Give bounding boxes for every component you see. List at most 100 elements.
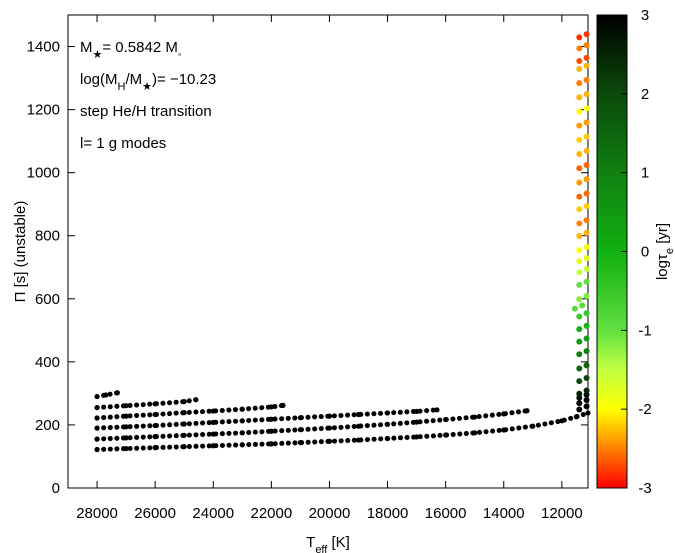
track-point	[181, 444, 187, 450]
mode-point	[576, 351, 583, 358]
annotation-part: step He/H transition	[80, 103, 212, 120]
annotation-part: = 0.5842 M	[102, 39, 177, 56]
x-tick-label: 16000	[425, 505, 467, 522]
annotation-part: )= −10.23	[152, 71, 216, 88]
mode-point	[576, 108, 583, 115]
mode-point	[583, 278, 590, 285]
y-axis-label-part: Π [s] (unstable)	[12, 201, 29, 303]
mode-point	[583, 255, 590, 262]
track-point	[239, 430, 245, 436]
mode-point	[576, 34, 583, 41]
mode-point	[583, 335, 590, 342]
track-point	[123, 435, 129, 441]
track-point	[355, 423, 362, 429]
track-point	[239, 406, 245, 412]
mode-point	[576, 151, 583, 158]
annotation-part: ◦	[178, 49, 182, 61]
x-tick-label: 24000	[192, 505, 234, 522]
track-point	[123, 403, 129, 409]
track-point	[210, 431, 216, 437]
track-point	[414, 419, 420, 425]
track-point	[443, 432, 449, 438]
track-point	[123, 445, 129, 452]
track-point	[181, 410, 187, 416]
annotation: step He/H transition	[80, 103, 212, 120]
mode-point	[579, 302, 586, 309]
track-point	[501, 411, 507, 417]
mode-point	[576, 233, 583, 240]
mode-point	[576, 136, 583, 143]
track-point	[297, 439, 304, 446]
track-point	[268, 404, 274, 410]
track-point	[239, 418, 245, 424]
x-axis-label-part: eff	[315, 544, 328, 553]
mode-point	[576, 378, 583, 385]
track-point	[152, 401, 158, 407]
track-point	[530, 423, 536, 429]
annotation-part: H	[118, 81, 126, 93]
track-point	[297, 415, 304, 421]
track-point	[181, 421, 187, 427]
track-point	[239, 442, 245, 448]
track	[94, 402, 286, 421]
mode-point	[571, 305, 578, 312]
mode-point	[576, 220, 583, 227]
track-point	[472, 430, 478, 436]
mode-point	[576, 390, 583, 397]
track-point	[326, 413, 333, 419]
colorbar-label-part: e	[664, 248, 675, 254]
mode-point	[583, 322, 590, 329]
mode-point	[583, 42, 590, 49]
mode-point	[583, 362, 590, 369]
mode-point	[576, 326, 583, 333]
annotation-part: ★	[93, 49, 103, 61]
x-tick-label: 14000	[483, 505, 525, 522]
plot-frame	[67, 14, 589, 489]
track-point	[94, 446, 100, 453]
y-axis-label: Π [s] (unstable)	[12, 201, 29, 303]
mode-point	[583, 397, 590, 404]
mode-point	[576, 258, 583, 265]
mode-point	[583, 391, 590, 398]
track-point	[94, 393, 100, 400]
y-tick-label: 600	[35, 291, 60, 308]
track-point	[585, 410, 591, 416]
mode-point	[583, 105, 590, 112]
track-point	[355, 411, 362, 418]
mode-point	[576, 406, 583, 413]
track	[94, 410, 591, 453]
mode-point	[583, 76, 590, 83]
track-point	[414, 408, 420, 414]
mode-point	[576, 269, 583, 276]
mode-point	[583, 292, 590, 299]
mode-point	[583, 62, 590, 69]
track-point	[297, 427, 304, 433]
y-tick-label: 200	[35, 417, 60, 434]
mode-point	[576, 313, 583, 320]
track-point	[103, 392, 109, 398]
mode-point	[583, 31, 590, 38]
track-point	[434, 407, 440, 413]
track-point	[472, 414, 478, 420]
track-point	[268, 428, 274, 434]
colorbar-label-part: [yr]	[654, 223, 671, 248]
track-point	[326, 425, 333, 431]
x-axis-label-part: T	[306, 534, 315, 551]
x-tick-label: 26000	[134, 505, 176, 522]
x-axis-label: Teff [K]	[306, 534, 350, 553]
mode-point	[576, 45, 583, 52]
colorbar-label: logτe [yr]	[654, 223, 675, 280]
mode-point	[576, 122, 583, 129]
mode-point	[583, 403, 590, 410]
mode-point	[576, 94, 583, 101]
mode-point	[583, 244, 590, 251]
track-point	[181, 398, 187, 405]
mode-point	[583, 348, 590, 355]
y-tick-label: 1200	[27, 102, 60, 119]
track-point	[326, 438, 333, 444]
mode-point	[583, 133, 590, 140]
mode-point	[583, 91, 590, 98]
annotation-part: ★	[142, 81, 152, 93]
x-tick-label: 22000	[250, 505, 292, 522]
